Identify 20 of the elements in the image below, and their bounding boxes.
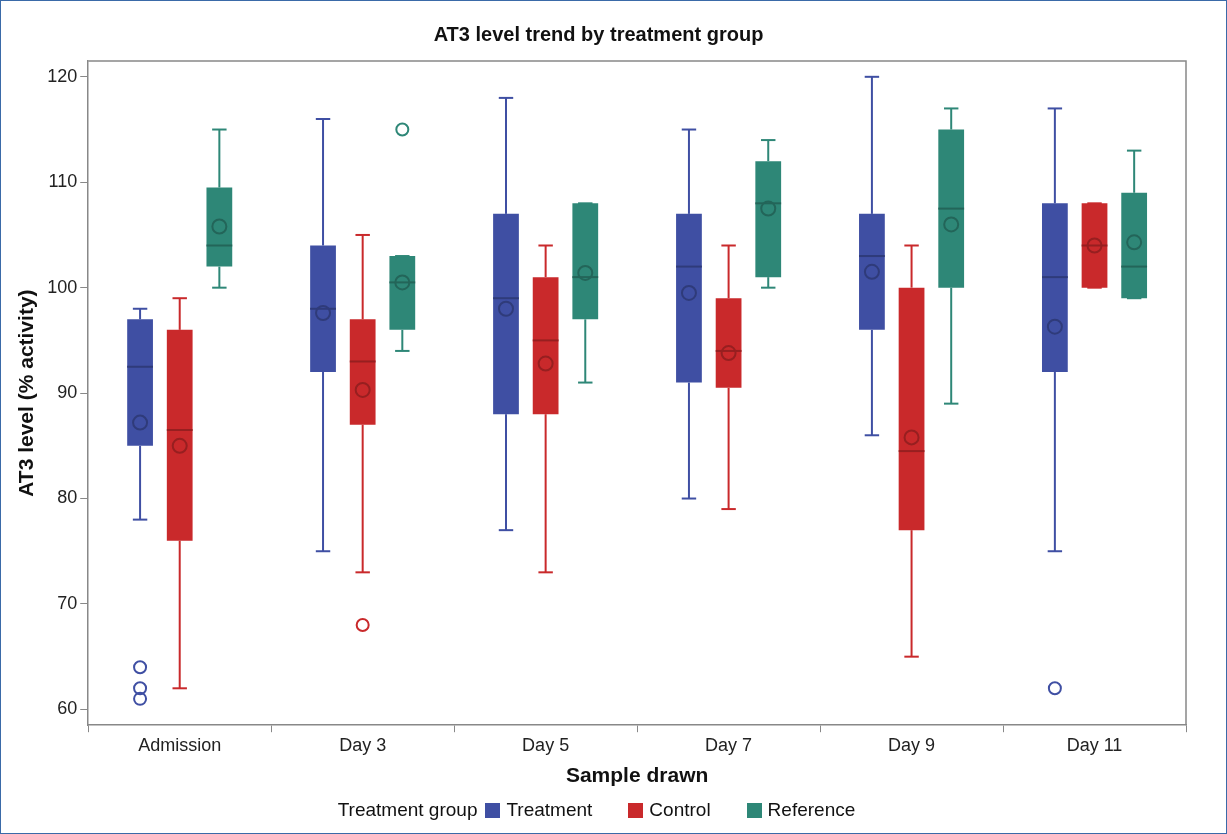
y-tick-label: 90 xyxy=(57,382,78,403)
legend-label: Treatment xyxy=(506,799,593,820)
legend-label: Reference xyxy=(767,799,856,820)
x-axis-title: Sample drawn xyxy=(565,763,709,787)
chart-title: AT3 level trend by treatment group xyxy=(433,22,764,45)
x-tick-label: Day 7 xyxy=(705,734,753,755)
y-tick-label: 80 xyxy=(57,487,78,508)
x-tick-label: Day 3 xyxy=(339,734,387,755)
x-tick-label: Day 5 xyxy=(522,734,570,755)
y-tick-label: 110 xyxy=(48,171,78,192)
x-tick-label: Admission xyxy=(138,734,222,755)
y-tick-label: 70 xyxy=(57,592,78,613)
legend-label: Control xyxy=(649,799,711,820)
y-tick-label: 60 xyxy=(57,698,78,719)
y-axis-title: AT3 level (% activity) xyxy=(14,289,38,497)
y-tick-label: 120 xyxy=(47,65,78,86)
x-tick-label: Day 9 xyxy=(888,734,936,755)
x-tick-label: Day 11 xyxy=(1066,734,1123,755)
y-tick-label: 100 xyxy=(47,276,78,297)
legend-title: Treatment group xyxy=(337,799,478,820)
